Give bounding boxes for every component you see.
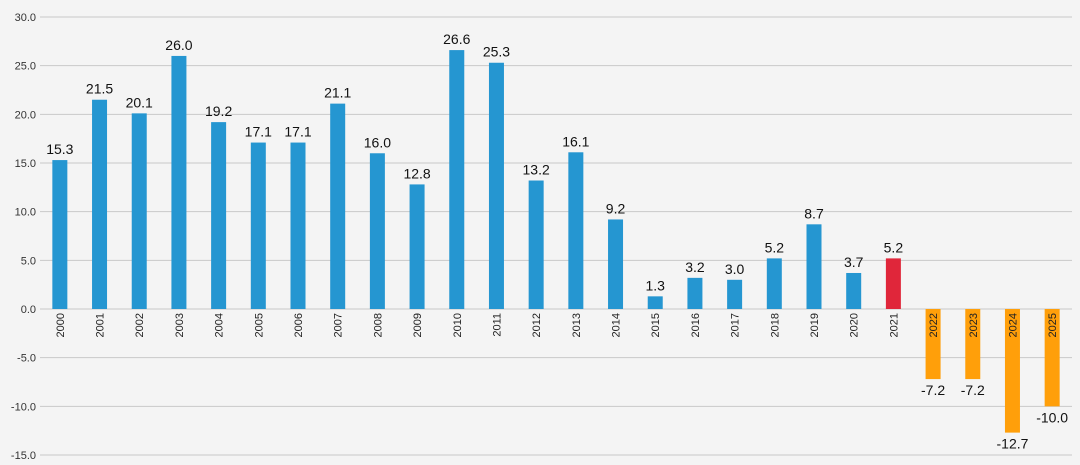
data-label-2011: 25.3: [483, 44, 510, 60]
bar-2016: [687, 277, 703, 309]
x-tick-label-2015: 2015: [650, 313, 662, 337]
bar-2002: [131, 113, 147, 309]
x-tick-label-2017: 2017: [730, 313, 742, 337]
y-tick-label: -15.0: [11, 450, 36, 462]
data-label-2016: 3.2: [685, 259, 705, 275]
bar-2000: [52, 160, 68, 309]
bar-2007: [330, 103, 346, 309]
bar-2013: [568, 152, 584, 309]
bar-2017: [727, 279, 743, 309]
data-label-2003: 26.0: [165, 37, 192, 53]
x-tick-label-2019: 2019: [809, 313, 821, 337]
y-tick-label: -5.0: [17, 353, 36, 365]
y-tick-label: 0.0: [21, 304, 36, 316]
x-tick-label-2012: 2012: [531, 313, 543, 337]
data-label-2002: 20.1: [126, 94, 153, 110]
x-tick-label-2011: 2011: [491, 313, 503, 337]
y-tick-label: 20.0: [15, 109, 36, 121]
x-axis-ticks: 2000 2001 2002 2003 2004 2005 2006 2007 2008 2009…: [55, 313, 1059, 337]
x-tick-label-2025: 2025: [1047, 313, 1059, 337]
data-label-2015: 1.3: [645, 277, 665, 293]
data-label-2013: 16.1: [562, 133, 589, 149]
data-label-2010: 26.6: [443, 31, 470, 47]
x-tick-label-2003: 2003: [174, 313, 186, 337]
data-label-2012: 13.2: [523, 162, 550, 178]
data-label-2000: 15.3: [46, 141, 73, 157]
x-tick-label-2020: 2020: [849, 313, 861, 337]
data-label-2005: 17.1: [245, 124, 272, 140]
data-label-2019: 8.7: [804, 205, 824, 221]
x-tick-label-2004: 2004: [214, 313, 226, 337]
bars: [52, 50, 1060, 433]
bar-2023: [965, 309, 981, 380]
data-label-2023: -7.2: [961, 382, 985, 398]
data-label-2006: 17.1: [284, 124, 311, 140]
y-tick-label: 5.0: [21, 255, 36, 267]
bar-2008: [369, 153, 385, 309]
x-tick-label-2001: 2001: [95, 313, 107, 337]
x-tick-label-2023: 2023: [968, 313, 980, 337]
data-label-2021: 5.2: [884, 239, 904, 255]
bar-2020: [846, 272, 862, 309]
x-tick-label-2024: 2024: [1007, 313, 1019, 337]
x-tick-label-2018: 2018: [769, 313, 781, 337]
bar-2024: [1004, 309, 1020, 433]
bar-2014: [608, 219, 624, 309]
y-axis: 30.0 25.0 20.0 15.0 10.0 5.0 0.0 -5.0 -10.0 -15.0: [11, 12, 36, 462]
data-label-2018: 5.2: [765, 239, 785, 255]
bar-2005: [250, 142, 266, 309]
data-label-2022: -7.2: [921, 382, 945, 398]
x-tick-label-2005: 2005: [253, 313, 265, 337]
y-tick-label: 25.0: [15, 61, 36, 73]
x-tick-label-2021: 2021: [888, 313, 900, 337]
bar-2019: [806, 224, 822, 309]
data-label-2017: 3.0: [725, 261, 745, 277]
bar-2009: [409, 184, 425, 309]
x-tick-label-2007: 2007: [333, 313, 345, 337]
bar-2022: [925, 309, 941, 380]
bar-2003: [171, 55, 187, 309]
bar-2015: [647, 296, 663, 309]
bar-2006: [290, 142, 306, 309]
data-label-2014: 9.2: [606, 200, 626, 216]
x-tick-label-2016: 2016: [690, 313, 702, 337]
bar-2001: [92, 99, 108, 309]
bar-2021: [885, 258, 901, 309]
bar-2012: [528, 180, 544, 309]
data-labels: 15.3 21.5 20.1 26.0 19.2 17.1 17.1 21.1 16.0 12.8…: [46, 31, 1068, 452]
y-tick-label: 15.0: [15, 158, 36, 170]
x-tick-label-2014: 2014: [611, 313, 623, 337]
y-tick-label: -10.0: [11, 401, 36, 413]
x-tick-label-2000: 2000: [55, 313, 67, 337]
data-label-2024: -12.7: [997, 436, 1029, 452]
data-label-2025: -10.0: [1036, 409, 1068, 425]
y-tick-label: 10.0: [15, 207, 36, 219]
data-label-2007: 21.1: [324, 85, 351, 101]
x-tick-label-2006: 2006: [293, 313, 305, 337]
x-tick-label-2013: 2013: [571, 313, 583, 337]
data-label-2020: 3.7: [844, 254, 864, 270]
bar-2004: [211, 122, 227, 310]
data-label-2008: 16.0: [364, 134, 391, 150]
data-label-2004: 19.2: [205, 103, 232, 119]
x-tick-label-2022: 2022: [928, 313, 940, 337]
x-tick-label-2009: 2009: [412, 313, 424, 337]
gridlines: [40, 16, 1072, 456]
data-label-2001: 21.5: [86, 81, 113, 97]
bar-2011: [488, 62, 504, 309]
x-tick-label-2002: 2002: [134, 313, 146, 337]
bar-2025: [1044, 309, 1060, 407]
x-tick-label-2010: 2010: [452, 313, 464, 337]
data-label-2009: 12.8: [403, 165, 430, 181]
bar-2018: [766, 258, 782, 309]
x-tick-label-2008: 2008: [372, 313, 384, 337]
y-tick-label: 30.0: [15, 12, 36, 24]
bar-2010: [449, 50, 465, 310]
